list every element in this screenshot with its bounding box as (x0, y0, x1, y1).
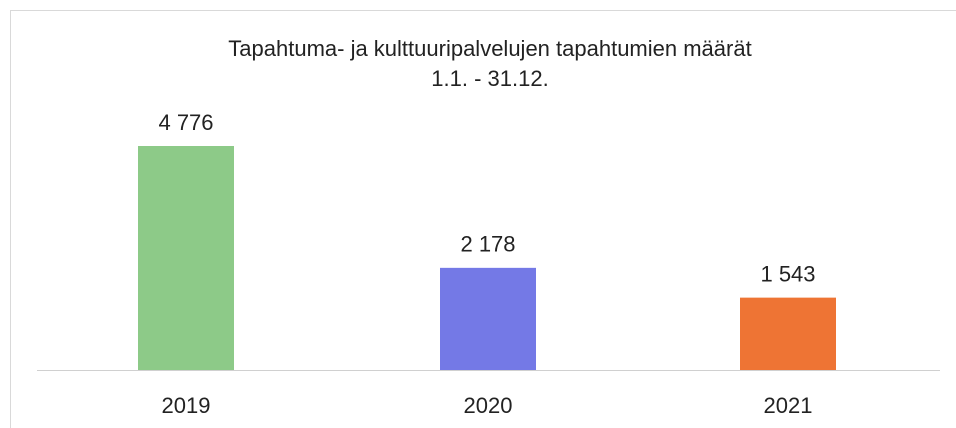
value-label: 4 776 (158, 110, 213, 135)
chart-subtitle: 1.1. - 31.12. (431, 66, 548, 91)
bar (740, 297, 836, 370)
x-tick-label: 2021 (764, 393, 813, 418)
chart-title: Tapahtuma- ja kulttuuripalvelujen tapaht… (228, 36, 751, 61)
value-label: 1 543 (760, 261, 815, 286)
chart-frame (10, 10, 956, 428)
value-label: 2 178 (460, 232, 515, 257)
x-tick-label: 2019 (162, 393, 211, 418)
x-tick-label: 2020 (464, 393, 513, 418)
bar (138, 146, 234, 370)
bar (440, 267, 536, 370)
